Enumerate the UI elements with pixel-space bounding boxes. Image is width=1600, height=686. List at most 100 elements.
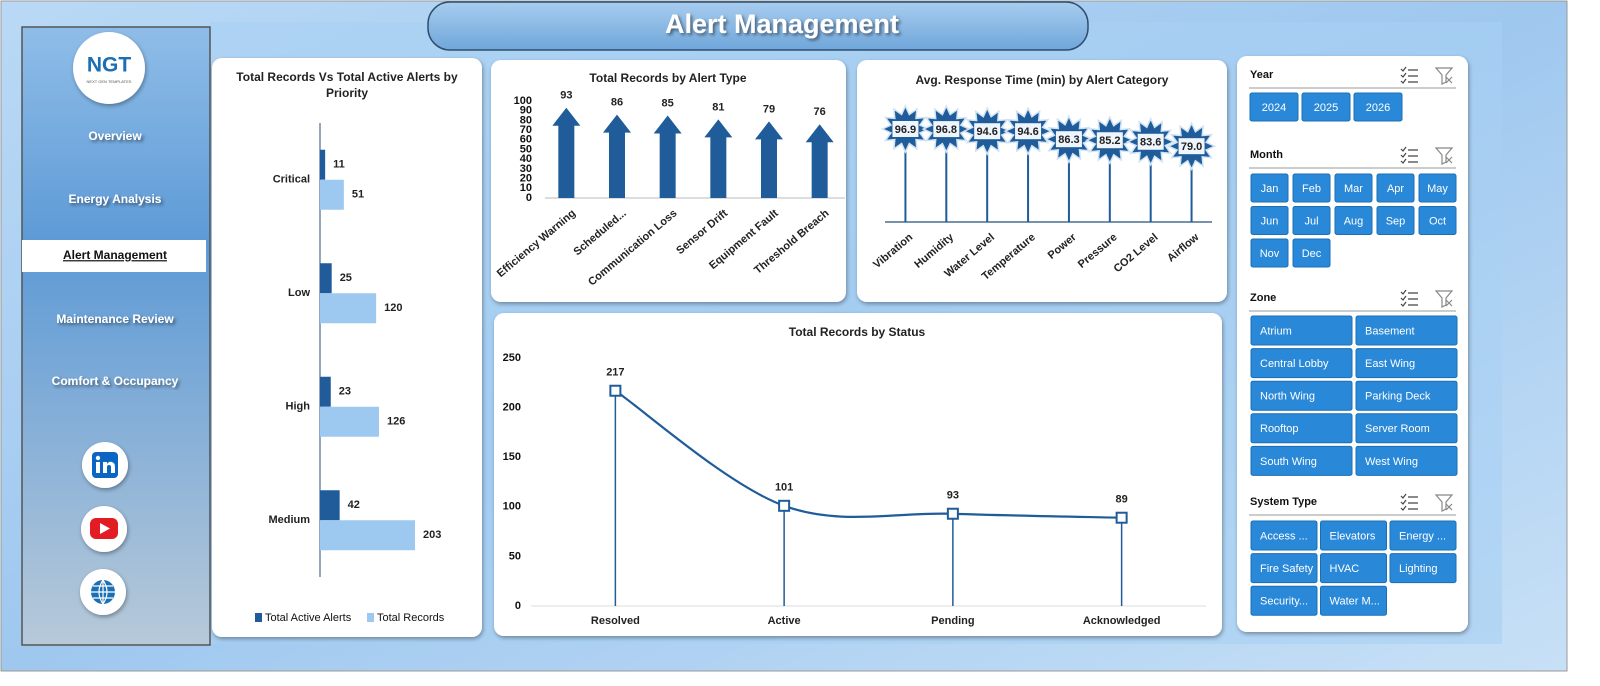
slicer-item[interactable]: Central Lobby xyxy=(1260,358,1329,370)
y-tick-label: 200 xyxy=(503,402,521,414)
slicer-item[interactable]: Mar xyxy=(1344,183,1363,195)
header-pill xyxy=(427,1,1089,51)
slicer-button[interactable] xyxy=(1301,92,1351,122)
slicer-button[interactable] xyxy=(1355,348,1458,379)
nav-item[interactable]: Comfort & Occupancy xyxy=(52,374,179,388)
slicer-button[interactable] xyxy=(1250,315,1353,346)
slicer-item[interactable]: Sep xyxy=(1386,215,1406,227)
slicer-item[interactable]: North Wing xyxy=(1260,391,1315,403)
nav-item[interactable]: Maintenance Review xyxy=(56,312,174,326)
slicer-button[interactable] xyxy=(1250,206,1289,235)
data-label: 23 xyxy=(339,386,351,398)
slicer-button[interactable] xyxy=(1250,520,1318,551)
multi-select-icon[interactable] xyxy=(1400,493,1418,511)
slicer-button[interactable] xyxy=(1389,553,1457,584)
data-label: 217 xyxy=(606,367,624,379)
slicer-button[interactable] xyxy=(1376,206,1415,235)
slicer-item[interactable]: HVAC xyxy=(1330,563,1360,575)
slicer-button[interactable] xyxy=(1355,413,1458,444)
slicer-item[interactable]: Aug xyxy=(1344,215,1364,227)
slicer-button[interactable] xyxy=(1250,413,1353,444)
slicer-button[interactable] xyxy=(1355,380,1458,411)
bar xyxy=(320,293,377,324)
slicer-item[interactable]: Energy ... xyxy=(1399,530,1446,542)
slicer-item[interactable]: West Wing xyxy=(1365,456,1418,468)
slicer-item[interactable]: 2024 xyxy=(1262,102,1286,114)
slicer-item[interactable]: 2026 xyxy=(1366,102,1390,114)
slicer-button[interactable] xyxy=(1250,380,1353,411)
multi-select-icon[interactable] xyxy=(1400,66,1418,84)
slicer-item[interactable]: Oct xyxy=(1429,215,1446,227)
slicer-item[interactable]: Water M... xyxy=(1330,596,1380,608)
clear-filter-icon[interactable] xyxy=(1434,290,1454,308)
data-label: 120 xyxy=(384,302,402,314)
slicer-item[interactable]: South Wing xyxy=(1260,456,1317,468)
slicer-button[interactable] xyxy=(1418,173,1457,203)
slicer-item[interactable]: Dec xyxy=(1302,248,1322,260)
slicer-item[interactable]: Access ... xyxy=(1260,530,1308,542)
slicer-button[interactable] xyxy=(1334,206,1373,235)
slicer-button[interactable] xyxy=(1250,348,1353,379)
slicer-button[interactable] xyxy=(1250,173,1289,203)
slicer-button[interactable] xyxy=(1418,206,1457,235)
slicer-button[interactable] xyxy=(1376,173,1415,203)
data-label: 96.8 xyxy=(936,124,957,136)
slicer-button[interactable] xyxy=(1292,206,1331,235)
clear-filter-icon[interactable] xyxy=(1434,494,1454,512)
slicer-item[interactable]: Atrium xyxy=(1260,325,1292,337)
slicer-item[interactable]: Jun xyxy=(1261,215,1279,227)
slicer-button[interactable] xyxy=(1355,315,1458,346)
slicer-button[interactable] xyxy=(1292,173,1331,203)
slicer-item[interactable]: East Wing xyxy=(1365,358,1415,370)
nav-item[interactable]: Alert Management xyxy=(63,248,167,262)
website-icon[interactable] xyxy=(80,569,126,615)
data-label: 203 xyxy=(423,529,441,541)
slicer-item[interactable]: Basement xyxy=(1365,325,1415,337)
slicer-button[interactable] xyxy=(1250,445,1353,476)
slicer-button[interactable] xyxy=(1250,585,1318,616)
slicer-item[interactable]: Server Room xyxy=(1365,423,1430,435)
slicer-item[interactable]: May xyxy=(1427,183,1448,195)
multi-select-icon[interactable] xyxy=(1400,289,1418,307)
x-tick-label: Acknowledged xyxy=(1083,615,1161,627)
data-label: 79 xyxy=(763,103,775,115)
slicer-button[interactable] xyxy=(1320,520,1387,551)
slicer-button[interactable] xyxy=(1250,553,1318,584)
slicer-button[interactable] xyxy=(1250,238,1289,268)
slicer-item[interactable]: Feb xyxy=(1302,183,1321,195)
slicer-item[interactable]: Elevators xyxy=(1330,530,1376,542)
slicer-item[interactable]: Fire Safety xyxy=(1260,563,1314,575)
logo-text: NGT xyxy=(87,54,132,77)
slicer-item[interactable]: Jan xyxy=(1261,183,1279,195)
slicer-button[interactable] xyxy=(1249,92,1299,122)
chart-title: Avg. Response Time (min) by Alert Catego… xyxy=(916,73,1169,87)
slicer-item[interactable]: Nov xyxy=(1260,248,1280,260)
slicer-item[interactable]: 2025 xyxy=(1314,102,1338,114)
slicer-button[interactable] xyxy=(1292,238,1331,268)
marker xyxy=(778,499,791,512)
nav-item[interactable]: Energy Analysis xyxy=(69,192,162,206)
nav-item[interactable]: Overview xyxy=(88,129,142,143)
slicer-item[interactable]: Security... xyxy=(1260,596,1308,608)
slicer-button[interactable] xyxy=(1320,585,1387,616)
youtube-icon[interactable] xyxy=(81,506,127,552)
slicer-item[interactable]: Parking Deck xyxy=(1365,391,1431,403)
bar-arrow xyxy=(805,124,834,198)
slicer-item[interactable]: Jul xyxy=(1304,215,1318,227)
slicer-item[interactable]: Apr xyxy=(1387,183,1404,195)
slicer-item[interactable]: Rooftop xyxy=(1260,423,1299,435)
linkedin-icon[interactable] xyxy=(82,442,128,488)
label-box xyxy=(1178,138,1205,155)
slicer-button[interactable] xyxy=(1355,445,1458,476)
multi-select-icon[interactable] xyxy=(1400,146,1418,164)
marker xyxy=(1115,511,1128,524)
label-box xyxy=(1015,123,1042,140)
slicer-button[interactable] xyxy=(1334,173,1373,203)
slicer-item[interactable]: Lighting xyxy=(1399,563,1438,575)
clear-filter-icon[interactable] xyxy=(1434,147,1454,165)
slicer-button[interactable] xyxy=(1389,520,1457,551)
bar xyxy=(320,263,332,294)
slicer-button[interactable] xyxy=(1353,92,1403,122)
slicer-button[interactable] xyxy=(1320,553,1387,584)
clear-filter-icon[interactable] xyxy=(1434,67,1454,85)
